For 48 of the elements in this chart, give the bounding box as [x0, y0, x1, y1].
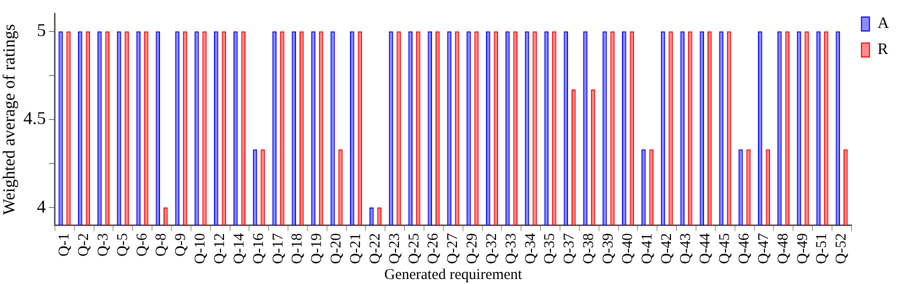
x-tick-label: Q-47 [756, 232, 772, 264]
x-tick-label: Q-18 [290, 233, 306, 264]
x-tick-label: Q-1 [56, 233, 73, 256]
x-tick-label: Q-2 [76, 233, 92, 256]
x-axis-title: Generated requirement [384, 266, 523, 283]
x-tick-label: Q-46 [736, 232, 753, 264]
x-tick-label: Q-37 [562, 232, 578, 264]
legend-label: A [877, 15, 890, 32]
x-tick-label: Q-12 [212, 233, 228, 264]
x-tick-label: Q-42 [658, 233, 675, 264]
x-tick-label: Q-38 [581, 233, 598, 264]
x-tick-label: Q-43 [678, 233, 694, 264]
x-tick-label: Q-19 [309, 233, 326, 264]
x-tick-label: Q-27 [445, 232, 462, 264]
x-tick-label: Q-5 [114, 233, 131, 256]
y-tick-label: 5 [36, 20, 46, 40]
y-tick-label: 4 [36, 196, 46, 216]
x-tick-label: Q-33 [503, 233, 520, 264]
x-tick-label: Q-6 [134, 232, 150, 256]
x-tick-label: Q-41 [639, 233, 656, 264]
x-tick-label: Q-44 [698, 232, 714, 264]
x-tick-label: Q-16 [250, 232, 267, 264]
y-tick-label: 4.5 [23, 108, 46, 128]
x-tick-label: Q-26 [426, 232, 442, 264]
x-tick-label: Q-22 [367, 233, 384, 264]
x-tick-label: Q-34 [522, 232, 539, 264]
x-tick-label: Q-8 [154, 233, 170, 256]
x-tick-label: Q-39 [600, 233, 617, 264]
x-tick-label: Q-51 [814, 233, 830, 264]
x-tick-label: Q-29 [464, 233, 481, 264]
x-tick-label: Q-21 [348, 233, 364, 264]
x-tick-label: Q-10 [192, 233, 209, 264]
legend-label: R [877, 41, 888, 58]
x-tick-label: Q-40 [620, 233, 636, 264]
x-tick-label: Q-52 [834, 233, 850, 264]
x-tick-label: Q-35 [542, 233, 558, 264]
x-tick-label: Q-32 [484, 233, 500, 264]
x-tick-label: Q-3 [95, 233, 112, 256]
x-tick-label: Q-23 [386, 233, 403, 264]
x-tick-label: Q-14 [231, 232, 248, 264]
y-axis-title: Weighted average of ratings [0, 24, 19, 215]
x-tick-label: Q-17 [270, 232, 286, 264]
x-tick-label: Q-9 [173, 233, 190, 256]
x-tick-label: Q-20 [328, 233, 345, 264]
x-tick-label: Q-45 [717, 233, 734, 264]
x-tick-label: Q-49 [794, 233, 811, 264]
x-tick-label: Q-25 [406, 233, 422, 264]
x-tick-label: Q-48 [775, 233, 792, 264]
